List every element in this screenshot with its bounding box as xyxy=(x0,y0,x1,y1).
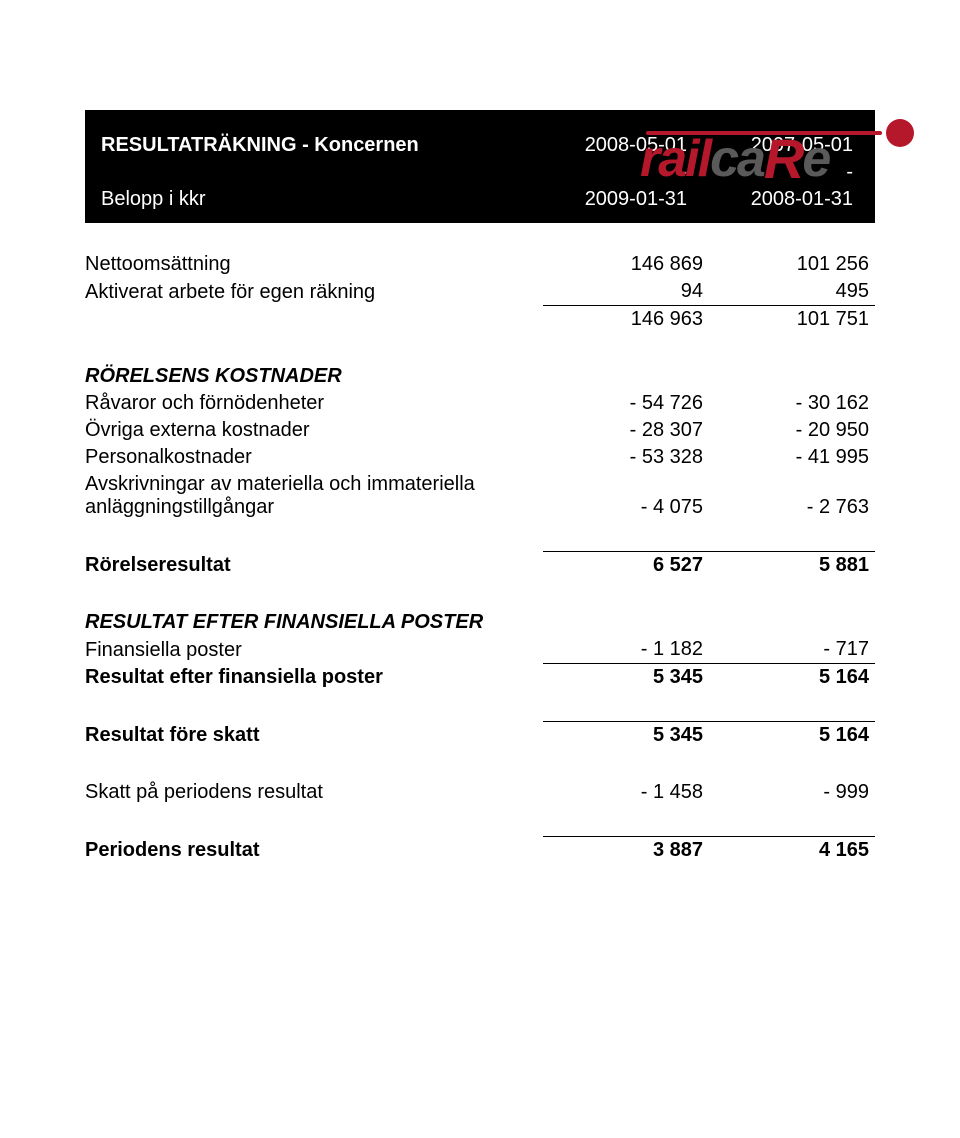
cell-v1: 94 xyxy=(543,278,709,306)
cell-v1: 6 527 xyxy=(543,552,709,580)
cell-v2: 5 881 xyxy=(709,552,875,580)
row-aktiverat: Aktiverat arbete för egen räkning 94 495 xyxy=(85,278,875,306)
cell-label: RÖRELSENS KOSTNADER xyxy=(85,363,543,390)
row-ravaror: Råvaror och förnödenheter - 54 726 - 30 … xyxy=(85,390,875,417)
row-avskrivningar: Avskrivningar av materiella och immateri… xyxy=(85,471,875,521)
cell-v2: 101 751 xyxy=(709,306,875,334)
logo-text-r2: R xyxy=(764,127,802,190)
cell-v1: - 4 075 xyxy=(543,471,709,521)
cell-v1: - 54 726 xyxy=(543,390,709,417)
cell-label: Resultat före skatt xyxy=(85,722,543,750)
cell-label: Finansiella poster xyxy=(85,636,543,664)
cell-v1: 146 963 xyxy=(543,306,709,334)
cell-v2: - 41 995 xyxy=(709,444,875,471)
cell-label: Avskrivningar av materiella och immateri… xyxy=(85,471,543,521)
cell-v1: 5 345 xyxy=(543,664,709,692)
cell-v2: 5 164 xyxy=(709,722,875,750)
logo-text-e: e xyxy=(802,130,829,188)
row-kostnader-heading: RÖRELSENS KOSTNADER xyxy=(85,363,875,390)
cell-v2: 4 165 xyxy=(709,837,875,865)
cell-label: Råvaror och förnödenheter xyxy=(85,390,543,417)
row-ovriga: Övriga externa kostnader - 28 307 - 20 9… xyxy=(85,417,875,444)
cell-v2: - 999 xyxy=(709,779,875,806)
cell-v2: - 30 162 xyxy=(709,390,875,417)
row-periodens-resultat: Periodens resultat 3 887 4 165 xyxy=(85,837,875,865)
cell-label: Aktiverat arbete för egen räkning xyxy=(85,278,543,306)
row-skatt: Skatt på periodens resultat - 1 458 - 99… xyxy=(85,779,875,806)
cell-v1: 3 887 xyxy=(543,837,709,865)
row-personal: Personalkostnader - 53 328 - 41 995 xyxy=(85,444,875,471)
row-resultat-efter-fin: Resultat efter finansiella poster 5 345 … xyxy=(85,664,875,692)
row-sum1: 146 963 101 751 xyxy=(85,306,875,334)
cell-v2: 5 164 xyxy=(709,664,875,692)
row-resultat-fore-skatt: Resultat före skatt 5 345 5 164 xyxy=(85,722,875,750)
row-nettoomsattning: Nettoomsättning 146 869 101 256 xyxy=(85,251,875,278)
cell-v2: - 717 xyxy=(709,636,875,664)
logo-ball-accent xyxy=(886,119,914,147)
row-finansiella-poster: Finansiella poster - 1 182 - 717 xyxy=(85,636,875,664)
cell-label: Övriga externa kostnader xyxy=(85,417,543,444)
cell-v1: - 1 182 xyxy=(543,636,709,664)
financial-table: Nettoomsättning 146 869 101 256 Aktivera… xyxy=(85,251,875,864)
row-rorelseresultat: Rörelseresultat 6 527 5 881 xyxy=(85,552,875,580)
cell-label: Nettoomsättning xyxy=(85,251,543,278)
header-row2-label: Belopp i kkr xyxy=(101,186,527,213)
railcare-logo: railcaRe xyxy=(640,124,920,194)
header-title: RESULTATRÄKNING - Koncernen xyxy=(101,132,527,159)
cell-label: Periodens resultat xyxy=(85,837,543,865)
logo-wordmark: railcaRe xyxy=(640,124,829,189)
cell-v1: 146 869 xyxy=(543,251,709,278)
logo-text-ca: ca xyxy=(710,130,764,188)
cell-v1: 5 345 xyxy=(543,722,709,750)
cell-v1: - 53 328 xyxy=(543,444,709,471)
cell-label: Rörelseresultat xyxy=(85,552,543,580)
cell-v2: 101 256 xyxy=(709,251,875,278)
cell-label: RESULTAT EFTER FINANSIELLA POSTER xyxy=(85,609,543,636)
cell-v2: 495 xyxy=(709,278,875,306)
cell-label: Skatt på periodens resultat xyxy=(85,779,543,806)
row-finansiella-heading: RESULTAT EFTER FINANSIELLA POSTER xyxy=(85,609,875,636)
logo-text-rail: rail xyxy=(640,130,710,188)
cell-v2: - 20 950 xyxy=(709,417,875,444)
cell-v2: - 2 763 xyxy=(709,471,875,521)
cell-label: Resultat efter finansiella poster xyxy=(85,664,543,692)
cell-v1: - 1 458 xyxy=(543,779,709,806)
cell-label: Personalkostnader xyxy=(85,444,543,471)
page: railcaRe RESULTATRÄKNING - Koncernen 200… xyxy=(0,110,960,1138)
cell-v1: - 28 307 xyxy=(543,417,709,444)
